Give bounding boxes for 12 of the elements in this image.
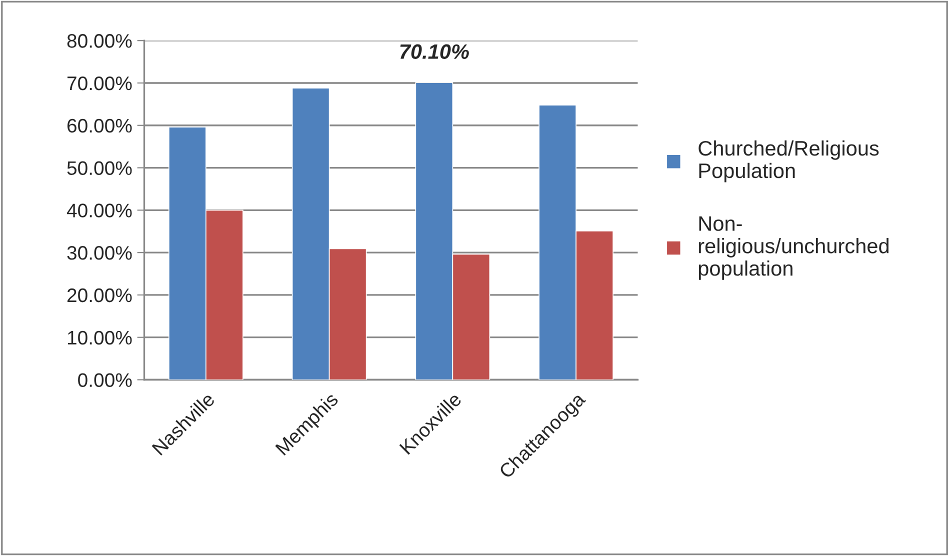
- legend-label: Non-religious/unchurched population: [698, 216, 889, 280]
- y-tick-label: 70.00%: [67, 76, 132, 90]
- y-tick-label: 30.00%: [67, 246, 132, 260]
- y-tick-label: 0.00%: [78, 373, 132, 387]
- y-tick-label: 20.00%: [67, 288, 132, 302]
- data-label: 70.10%: [400, 44, 469, 59]
- y-tick-label: 40.00%: [66, 204, 132, 218]
- y-tick-label: 10.00%: [68, 330, 132, 345]
- legend-label: Churched/Religious Population: [698, 140, 879, 182]
- y-tick-label: 60.00%: [67, 118, 132, 133]
- y-tick-label: 50.00%: [67, 161, 132, 176]
- y-tick-label: 80.00%: [67, 34, 132, 48]
